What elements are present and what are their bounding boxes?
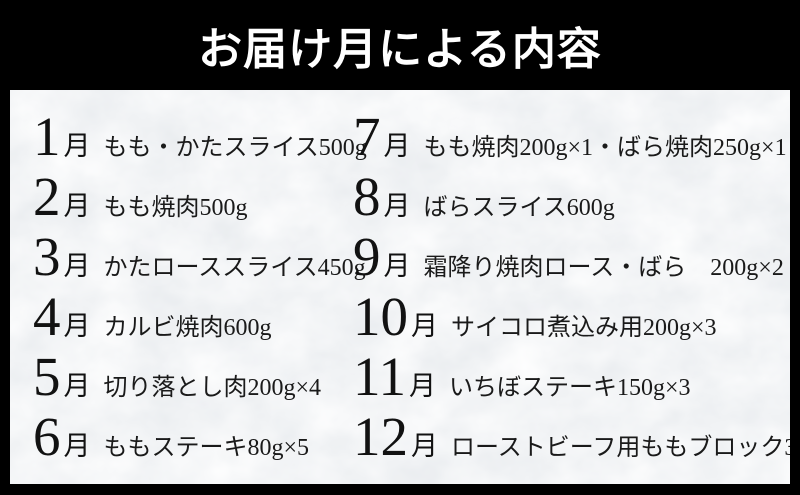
month-suffix: 月 bbox=[383, 191, 411, 221]
month-row-april: 4 月 カルビ焼肉600g bbox=[33, 289, 353, 349]
month-number: 6 bbox=[33, 406, 61, 467]
month-suffix: 月 bbox=[383, 131, 411, 161]
month-number: 10 bbox=[353, 286, 408, 347]
month-number: 8 bbox=[353, 166, 381, 227]
months-table: 1 月 もも・かたスライス500g 2 月 もも焼肉500g 3 月 かたロース… bbox=[10, 90, 790, 469]
month-number: 5 bbox=[33, 346, 61, 407]
month-item-description: 切り落とし肉200g×4 bbox=[103, 375, 322, 401]
month-item-description: ばらスライス600g bbox=[423, 195, 615, 221]
month-suffix: 月 bbox=[63, 311, 91, 341]
month-row-march: 3 月 かたローススライス450g bbox=[33, 226, 366, 289]
month-item-description: ローストビーフ用ももブロック350g bbox=[451, 435, 790, 461]
month-number: 2 bbox=[33, 166, 61, 227]
month-item-description: かたローススライス450g bbox=[103, 255, 366, 281]
month-row-december: 12 月 ローストビーフ用ももブロック350g bbox=[353, 409, 790, 469]
month-number: 4 bbox=[33, 286, 61, 347]
content-panel: 1 月 もも・かたスライス500g 2 月 もも焼肉500g 3 月 かたロース… bbox=[10, 90, 790, 484]
month-item-description: サイコロ煮込み用200g×3 bbox=[451, 315, 717, 341]
month-suffix: 月 bbox=[408, 371, 436, 401]
month-item-description: カルビ焼肉600g bbox=[103, 315, 272, 341]
month-number: 1 bbox=[33, 106, 61, 167]
month-row-november: 11 月 いちぼステーキ150g×3 bbox=[353, 349, 790, 409]
month-row-october: 10 月 サイコロ煮込み用200g×3 bbox=[353, 289, 790, 349]
month-row-june: 6 月 ももステーキ80g×5 bbox=[33, 409, 353, 469]
month-number: 11 bbox=[353, 346, 406, 407]
month-suffix: 月 bbox=[383, 251, 411, 281]
month-row-may: 5 月 切り落とし肉200g×4 bbox=[33, 349, 353, 409]
month-suffix: 月 bbox=[63, 431, 91, 461]
month-number: 7 bbox=[353, 106, 381, 167]
marble-texture bbox=[10, 90, 790, 484]
month-item-description: ももステーキ80g×5 bbox=[103, 435, 310, 461]
month-suffix: 月 bbox=[411, 311, 438, 341]
page-title: お届け月による内容 bbox=[198, 25, 602, 74]
month-item-description: もも・かたスライス500g bbox=[103, 135, 367, 161]
month-suffix: 月 bbox=[63, 251, 91, 281]
month-number: 12 bbox=[353, 406, 408, 467]
month-item-description: 霜降り焼肉ロース・ばら 200g×2 bbox=[423, 255, 784, 281]
month-suffix: 月 bbox=[63, 131, 91, 161]
month-number: 9 bbox=[353, 226, 381, 287]
months-column-right: 7 月 もも焼肉200g×1・ばら焼肉250g×1 8 月 ばらスライス600g… bbox=[353, 109, 790, 469]
month-row-september: 9 月 霜降り焼肉ロース・ばら 200g×2 bbox=[353, 229, 790, 289]
header-band: お届け月による内容 bbox=[0, 0, 800, 90]
months-column-left: 1 月 もも・かたスライス500g 2 月 もも焼肉500g 3 月 かたロース… bbox=[33, 106, 367, 469]
month-item-description: いちぼステーキ150g×3 bbox=[448, 375, 691, 401]
month-suffix: 月 bbox=[411, 431, 438, 461]
month-row-february: 2 月 もも焼肉500g bbox=[33, 169, 353, 229]
month-item-description: もも焼肉500g bbox=[103, 195, 248, 221]
month-number: 3 bbox=[33, 226, 61, 287]
month-item-description: もも焼肉200g×1・ばら焼肉250g×1 bbox=[423, 135, 787, 161]
month-row-january: 1 月 もも・かたスライス500g bbox=[33, 106, 367, 169]
month-row-july: 7 月 もも焼肉200g×1・ばら焼肉250g×1 bbox=[353, 109, 790, 169]
month-suffix: 月 bbox=[63, 371, 91, 401]
month-suffix: 月 bbox=[63, 191, 91, 221]
month-row-august: 8 月 ばらスライス600g bbox=[353, 169, 790, 229]
